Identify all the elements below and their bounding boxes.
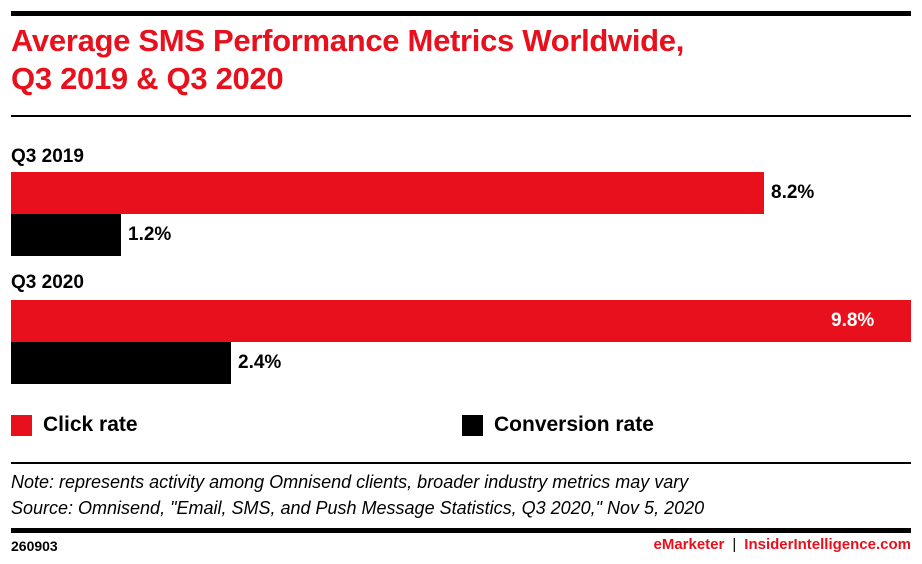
title-line-1: Average SMS Performance Metrics Worldwid… xyxy=(11,23,685,58)
bar-label-click-rate-q3-2020: 9.8% xyxy=(831,310,875,331)
legend-item-click-rate: Click rate xyxy=(11,413,138,437)
footer-brand: eMarketer | InsiderIntelligence.com xyxy=(653,536,911,553)
legend-label-click-rate: Click rate xyxy=(43,413,138,436)
legend-swatch-click-rate xyxy=(11,414,32,436)
legend-item-conversion-rate: Conversion rate xyxy=(462,413,654,437)
legend-label-conversion-rate: Conversion rate xyxy=(494,413,654,436)
group-label-q3-2020: Q3 2020 xyxy=(11,272,84,293)
notes-rule xyxy=(11,462,911,464)
source-text: Source: Omnisend, "Email, SMS, and Push … xyxy=(11,498,705,518)
bar-click-rate-q3-2020 xyxy=(11,300,911,342)
bar-conversion-rate-q3-2019 xyxy=(11,214,121,256)
bar-click-rate-q3-2019 xyxy=(11,172,764,214)
note-text: Note: represents activity among Omnisend… xyxy=(11,472,689,492)
brand-insider-intelligence: InsiderIntelligence.com xyxy=(744,536,911,553)
bar-label-conversion-rate-q3-2020: 2.4% xyxy=(238,352,282,373)
group-label-q3-2019: Q3 2019 xyxy=(11,146,84,167)
chart-id: 260903 xyxy=(11,538,58,554)
bar-label-click-rate-q3-2019: 8.2% xyxy=(771,182,815,203)
title-rule xyxy=(11,115,911,117)
top-rule xyxy=(11,11,911,16)
chart-title: Average SMS Performance Metrics Worldwid… xyxy=(11,22,911,98)
notes: Note: represents activity among Omnisend… xyxy=(11,469,704,521)
bar-conversion-rate-q3-2020 xyxy=(11,342,231,384)
footer-rule xyxy=(11,528,911,533)
brand-emarketer: eMarketer xyxy=(653,536,725,553)
brand-separator: | xyxy=(732,536,737,553)
title-line-2: Q3 2019 & Q3 2020 xyxy=(11,61,284,96)
bar-label-conversion-rate-q3-2019: 1.2% xyxy=(128,224,172,245)
legend-swatch-conversion-rate xyxy=(462,414,483,436)
